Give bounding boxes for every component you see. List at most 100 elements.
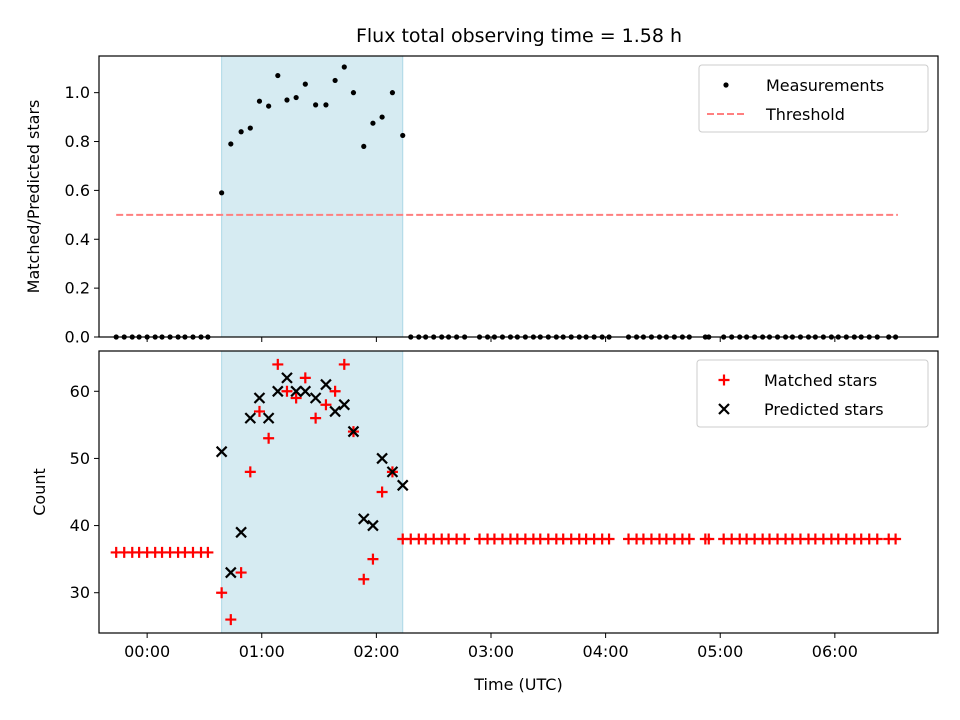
matched-star-marker xyxy=(376,486,388,498)
axes-frame xyxy=(98,55,939,338)
measurement-point xyxy=(361,143,367,150)
matched-star-marker xyxy=(320,399,332,411)
observing-window-span xyxy=(221,350,404,634)
predicted-stars-series xyxy=(215,372,409,579)
x-axis-label: Time (UTC) xyxy=(473,675,562,694)
measurement-point xyxy=(370,120,376,126)
matched-star-marker xyxy=(683,533,695,545)
legend-box xyxy=(698,64,929,133)
matched-star-marker xyxy=(329,385,341,397)
matched-star-marker xyxy=(216,587,228,599)
matched-star-marker xyxy=(459,533,471,545)
y-tick-label: 50 xyxy=(70,449,90,468)
measurement-point xyxy=(332,77,338,84)
measurement-point xyxy=(256,98,263,104)
x-tick-label: 01:00 xyxy=(239,642,285,661)
legend-label: Threshold xyxy=(765,105,845,124)
x-tick-label: 05:00 xyxy=(697,642,743,661)
matched-star-marker xyxy=(299,372,311,384)
predicted-star-marker xyxy=(235,526,247,539)
matched-star-marker xyxy=(367,553,379,565)
predicted-star-marker xyxy=(299,385,312,398)
y-tick-label: 1.0 xyxy=(65,83,90,102)
matched-star-marker xyxy=(338,358,350,370)
legend-label: Measurements xyxy=(766,76,884,95)
top-panel: 0.0 0.2 0.4 0.6 0.8 1.0 Matched/Predicted star… xyxy=(24,55,939,347)
predicted-star-marker xyxy=(290,385,302,398)
predicted-star-marker xyxy=(244,412,257,424)
measurement-point xyxy=(266,103,272,109)
matched-star-marker xyxy=(225,614,237,626)
measurement-point xyxy=(302,81,308,87)
measurement-point xyxy=(389,90,396,96)
matched-star-marker xyxy=(310,412,322,424)
predicted-star-marker xyxy=(225,566,237,579)
measurement-point xyxy=(379,114,385,120)
matched-star-marker xyxy=(235,567,247,579)
predicted-star-marker xyxy=(376,452,388,465)
legend-box xyxy=(696,359,929,428)
matched-star-marker xyxy=(871,533,883,545)
y-tick-label: 0.4 xyxy=(65,230,90,249)
measurement-point xyxy=(238,129,244,135)
measurement-point xyxy=(284,97,290,103)
matched-star-marker xyxy=(703,533,715,545)
measurement-point xyxy=(313,102,319,108)
observing-window-span xyxy=(221,55,404,338)
matched-star-marker xyxy=(290,392,302,404)
measurement-point xyxy=(275,72,281,79)
bottom-panel: 30 40 50 60 00:00 01:00 02:00 03:00 04:00 05:00 06… xyxy=(30,350,939,694)
legend-measurements-marker xyxy=(723,82,729,88)
predicted-star-marker xyxy=(281,372,293,384)
legend-predicted-marker xyxy=(718,403,730,415)
predicted-star-marker xyxy=(357,513,370,525)
matched-star-marker xyxy=(272,358,284,370)
y-tick-label: 30 xyxy=(70,583,90,602)
predicted-star-marker xyxy=(253,392,266,404)
predicted-star-marker xyxy=(215,445,228,458)
legend: Measurements Threshold xyxy=(698,64,929,133)
measurement-point xyxy=(247,125,253,131)
measurement-point xyxy=(350,90,357,96)
x-tick-label: 00:00 xyxy=(124,642,170,661)
legend: Matched stars Predicted stars xyxy=(696,359,929,428)
measurement-point xyxy=(293,94,299,101)
measurement-point xyxy=(323,102,329,108)
predicted-star-marker xyxy=(272,385,284,398)
y-tick-label: 40 xyxy=(70,516,90,535)
matched-star-marker xyxy=(202,546,214,558)
measurement-point xyxy=(228,141,234,147)
matched-star-marker xyxy=(890,533,902,545)
predicted-star-marker xyxy=(396,479,409,492)
matched-star-marker xyxy=(358,573,370,585)
matched-star-marker xyxy=(281,385,293,397)
predicted-star-marker xyxy=(386,466,399,478)
predicted-star-marker xyxy=(262,412,275,424)
matched-star-marker xyxy=(253,405,265,417)
measurement-point xyxy=(341,64,347,70)
predicted-star-marker xyxy=(309,392,322,404)
predicted-star-marker xyxy=(320,378,332,391)
measurement-point xyxy=(219,190,225,196)
y-tick-label: 0.2 xyxy=(65,279,90,298)
legend-label: Predicted stars xyxy=(764,400,884,419)
x-tick-label: 04:00 xyxy=(583,642,629,661)
y-axis-label: Matched/Predicted stars xyxy=(24,100,43,294)
x-tick-label: 06:00 xyxy=(812,642,858,661)
matched-star-marker xyxy=(263,432,275,444)
predicted-star-marker xyxy=(367,519,379,532)
y-tick-label: 0.6 xyxy=(65,181,90,200)
y-tick-label: 0.0 xyxy=(65,328,90,347)
predicted-star-marker xyxy=(347,425,360,438)
y-tick-label: 60 xyxy=(70,382,90,401)
x-tick-label: 02:00 xyxy=(353,642,399,661)
x-tick-label: 03:00 xyxy=(468,642,514,661)
predicted-star-marker xyxy=(329,405,341,418)
chart-title: Flux total observing time = 1.58 h xyxy=(356,25,682,47)
measurement-point xyxy=(400,132,406,139)
matched-star-marker xyxy=(244,466,256,478)
predicted-star-marker xyxy=(338,398,351,411)
axes-frame xyxy=(98,350,939,634)
matched-stars-series xyxy=(110,358,902,626)
